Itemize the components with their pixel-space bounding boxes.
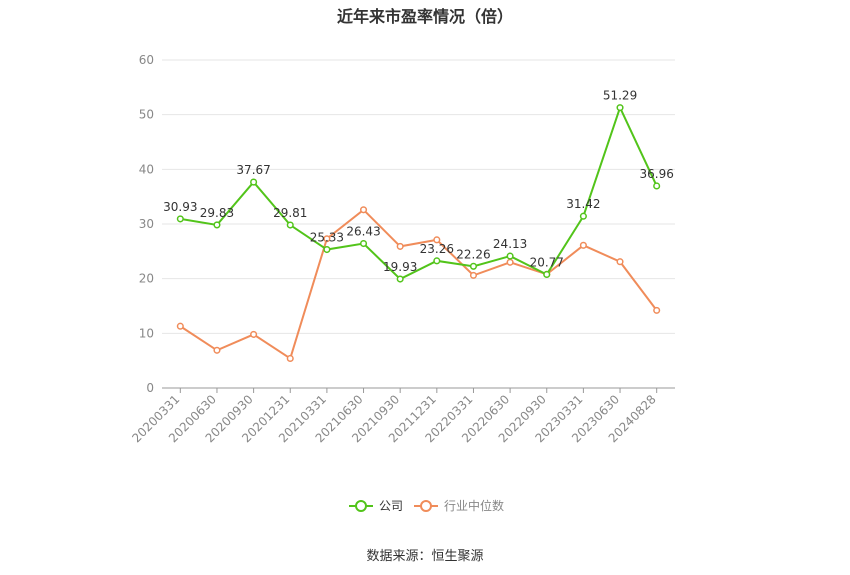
data-label: 29.83 [200,206,234,220]
series-line [179,208,658,361]
data-point [579,212,587,220]
data-label: 19.93 [383,260,417,274]
y-tick-label: 60 [139,53,154,67]
legend-label: 公司 [379,499,403,513]
data-label: 22.26 [456,247,490,261]
data-label: 51.29 [603,89,637,103]
data-point [396,275,404,283]
data-point [250,178,258,186]
data-point [506,258,514,266]
y-tick-label: 10 [139,326,154,340]
data-point [359,206,368,214]
legend-label: 行业中位数 [444,498,504,513]
data-label: 31.42 [566,197,600,211]
data-point [616,104,624,112]
data-point [579,241,587,249]
y-tick-label: 50 [139,108,154,122]
legend-marker [420,500,432,512]
data-point [433,236,441,244]
data-label: 23.26 [420,242,454,256]
data-label: 30.93 [163,200,197,214]
y-tick-label: 0 [146,381,154,395]
y-tick-label: 40 [139,162,154,176]
data-label: 20.77 [530,255,564,269]
data-label: 36.96 [639,167,673,181]
data-label: 24.13 [493,237,527,251]
data-point [506,252,514,260]
y-tick-label: 30 [139,217,154,231]
chart-title: 近年来市盈率情况（倍） [336,7,513,26]
data-point [469,271,478,279]
data-point [213,346,221,354]
legend-marker [355,500,367,512]
data-point [286,354,294,363]
data-point [323,235,331,243]
data-point [616,258,624,266]
data-source: 数据来源：恒生聚源 [366,549,484,564]
data-point [543,270,551,279]
data-point [469,262,478,270]
data-label: 25.33 [310,231,344,245]
data-point [213,221,221,229]
data-point [653,306,661,314]
data-label: 29.81 [273,206,307,220]
data-point [250,330,258,338]
data-point [653,182,661,190]
data-point [396,242,404,250]
data-point [176,322,184,330]
data-label: 26.43 [346,225,380,239]
y-tick-label: 20 [139,272,154,286]
series-line [180,104,658,281]
data-point [286,221,294,229]
data-point [323,245,331,254]
data-point [359,239,368,248]
data-point [176,215,184,223]
data-point [433,257,441,265]
data-label: 37.67 [236,163,270,177]
